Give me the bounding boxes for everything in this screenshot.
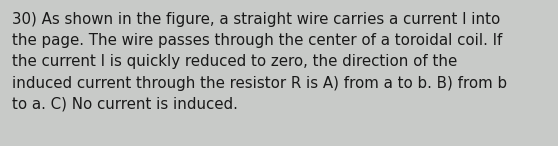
- Text: 30) As shown in the figure, a straight wire carries a current I into
the page. T: 30) As shown in the figure, a straight w…: [12, 12, 507, 112]
